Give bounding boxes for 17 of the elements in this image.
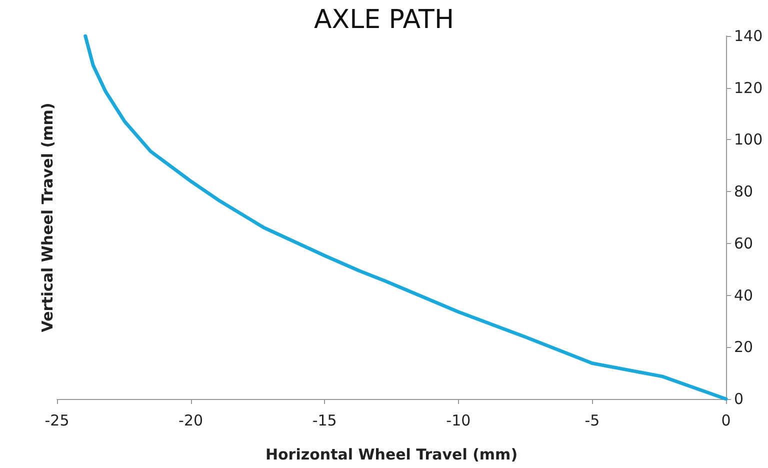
x-tick-label: 0 [721,412,731,430]
y-tick-label: 0 [734,390,744,408]
y-tick-label: 120 [734,78,763,97]
y-axis-title: Vertical Wheel Travel (mm) [38,102,56,332]
chart-title: AXLE PATH [314,5,454,35]
y-tick-label: 140 [734,27,763,45]
y-tick-label: 40 [734,286,754,304]
y-tick-label: 100 [734,130,763,149]
x-tick-label: -10 [446,412,471,430]
y-tick-label: 60 [734,234,754,252]
x-tick-label: -20 [178,412,204,430]
y-tick-label: 80 [734,182,754,201]
x-tick-label: -25 [44,412,70,430]
y-tick-label: 20 [734,338,754,356]
x-axis-title: Horizontal Wheel Travel (mm) [265,446,518,464]
x-tick-label: -15 [312,412,337,430]
x-tick-label: -5 [584,412,600,430]
